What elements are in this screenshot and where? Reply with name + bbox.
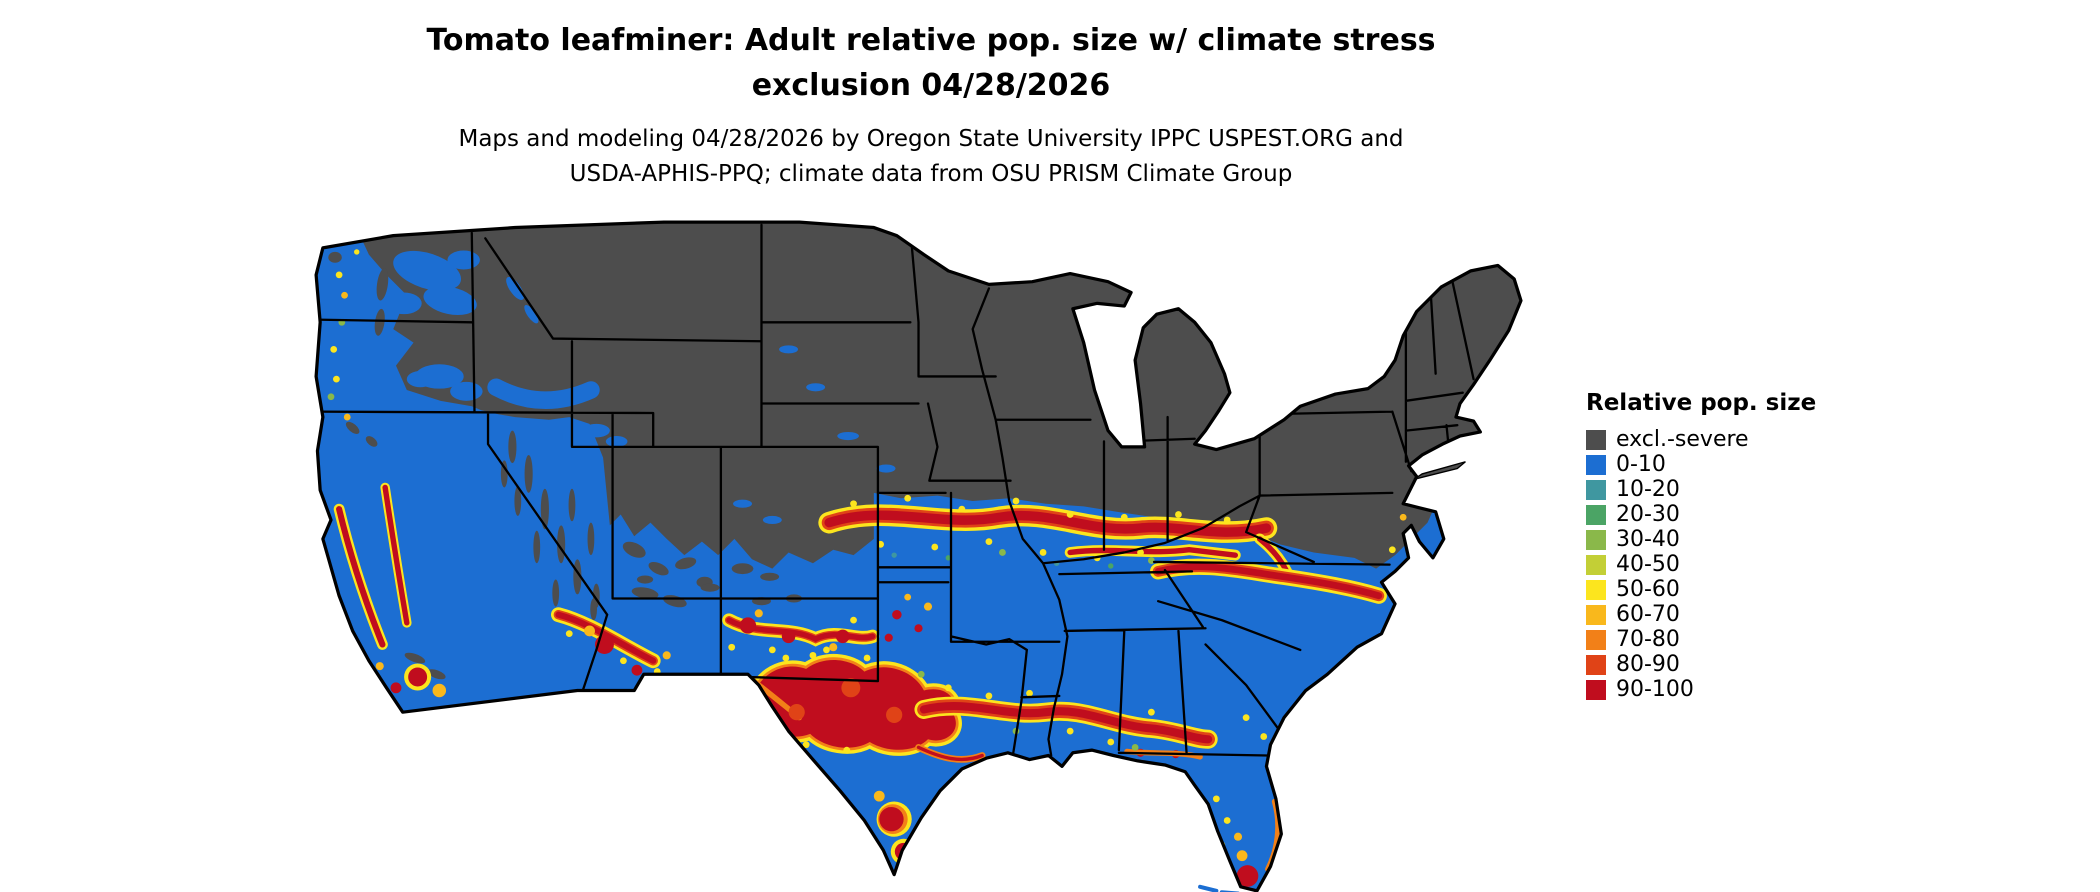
green-speckles bbox=[945, 555, 1114, 569]
legend-label: 10-20 bbox=[1616, 477, 1680, 502]
legend-label: 20-30 bbox=[1616, 502, 1680, 527]
figure-title-line1: Tomato leafminer: Adult relative pop. si… bbox=[426, 23, 1436, 58]
legend-label: 80-90 bbox=[1616, 652, 1680, 677]
legend-item: 50-60 bbox=[1586, 577, 1816, 602]
legend-swatch bbox=[1586, 505, 1606, 525]
legend: Relative pop. size excl.-severe 0-10 10-… bbox=[1586, 390, 1816, 705]
legend-item: 10-20 bbox=[1586, 477, 1816, 502]
legend-swatch bbox=[1586, 430, 1606, 450]
legend-swatch bbox=[1586, 680, 1606, 700]
legend-item: 0-10 bbox=[1586, 452, 1816, 477]
figure-subtitle-line1: Maps and modeling 04/28/2026 by Oregon S… bbox=[458, 126, 1404, 152]
gray-mottle-patches bbox=[328, 251, 803, 680]
national-outline bbox=[314, 220, 1523, 892]
map-container bbox=[312, 214, 1544, 892]
legend-swatch bbox=[1586, 580, 1606, 600]
figure-subtitle: Maps and modeling 04/28/2026 by Oregon S… bbox=[0, 122, 1862, 192]
figure-title: Tomato leafminer: Adult relative pop. si… bbox=[0, 18, 1862, 108]
legend-label: 0-10 bbox=[1616, 452, 1666, 477]
legend-swatch bbox=[1586, 605, 1606, 625]
legend-swatch bbox=[1586, 455, 1606, 475]
legend-label: 40-50 bbox=[1616, 552, 1680, 577]
legend-item: 70-80 bbox=[1586, 627, 1816, 652]
yellow-green-speckles bbox=[327, 318, 1155, 751]
legend-label: 30-40 bbox=[1616, 527, 1680, 552]
us-map bbox=[314, 220, 1523, 892]
legend-item: 60-70 bbox=[1586, 602, 1816, 627]
red-orange-patches bbox=[788, 678, 903, 724]
legend-swatch bbox=[1586, 480, 1606, 500]
legend-item: excl.-severe bbox=[1586, 427, 1816, 452]
state-borders bbox=[316, 223, 1475, 757]
legend-title: Relative pop. size bbox=[1586, 390, 1817, 416]
figure-title-line2: exclusion 04/28/2026 bbox=[751, 68, 1111, 103]
legend-item: 40-50 bbox=[1586, 552, 1816, 577]
long-island bbox=[1413, 461, 1466, 480]
population-bands bbox=[327, 249, 1418, 887]
legend-label: 60-70 bbox=[1616, 602, 1680, 627]
legend-swatch bbox=[1586, 530, 1606, 550]
figure-subtitle-line2: USDA-APHIS-PPQ; climate data from OSU PR… bbox=[569, 161, 1293, 187]
legend-label: 70-80 bbox=[1616, 627, 1680, 652]
legend-label: excl.-severe bbox=[1616, 427, 1749, 452]
legend-item: 90-100 bbox=[1586, 677, 1816, 702]
legend-label: 90-100 bbox=[1616, 677, 1694, 702]
legend-swatch bbox=[1586, 655, 1606, 675]
florida-keys bbox=[1198, 884, 1240, 892]
legend-item: 30-40 bbox=[1586, 527, 1816, 552]
legend-item: 20-30 bbox=[1586, 502, 1816, 527]
legend-swatch bbox=[1586, 630, 1606, 650]
legend-swatch bbox=[1586, 555, 1606, 575]
legend-item: 80-90 bbox=[1586, 652, 1816, 677]
legend-label: 50-60 bbox=[1616, 577, 1680, 602]
